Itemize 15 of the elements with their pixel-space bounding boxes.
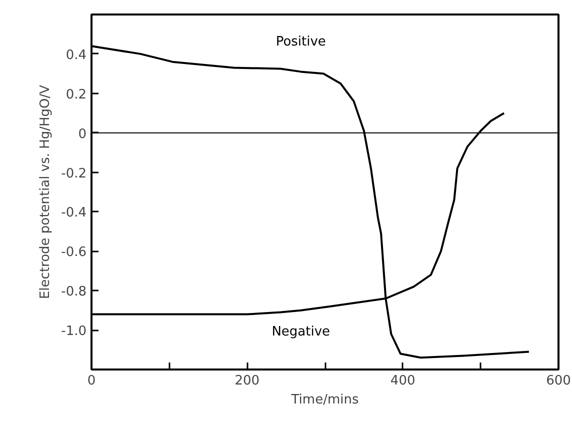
x-tick-label: 200 bbox=[234, 374, 260, 388]
y-tick-label: -0.8 bbox=[61, 284, 87, 300]
y-tick-label: -0.2 bbox=[61, 166, 87, 182]
y-axis-title: Electrode potential vs. Hg/HgO/V bbox=[38, 84, 54, 300]
x-tick-label: 400 bbox=[390, 374, 416, 388]
x-axis-title: Time/mins bbox=[290, 392, 359, 408]
y-tick-label: -0.4 bbox=[61, 206, 87, 221]
series-label: Positive bbox=[276, 34, 326, 50]
y-tick-label: 0.4 bbox=[66, 48, 87, 63]
y-tick-label: 0.2 bbox=[66, 87, 87, 102]
y-tick-label: 0 bbox=[78, 126, 87, 142]
y-tick-label: -1.0 bbox=[61, 324, 87, 340]
series-label: Negative bbox=[272, 324, 330, 340]
y-tick-label: -0.6 bbox=[61, 245, 87, 260]
x-tick-label: 600 bbox=[546, 374, 571, 388]
